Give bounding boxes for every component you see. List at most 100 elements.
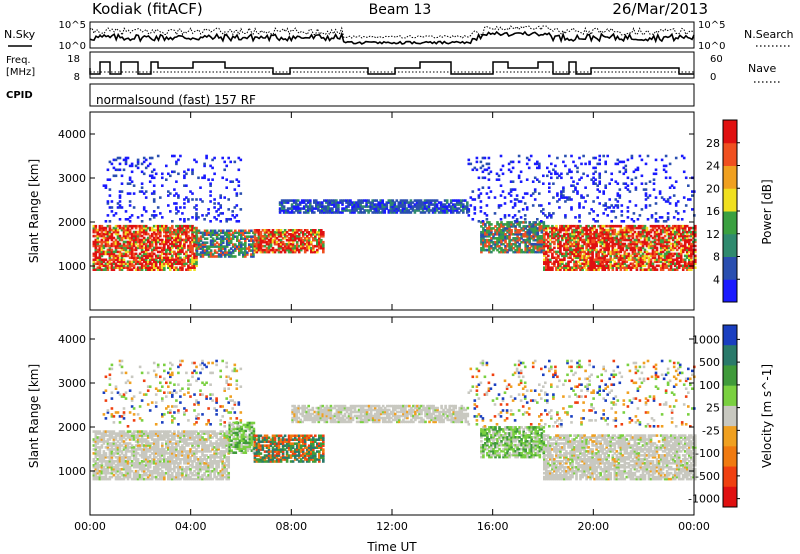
echo-cell bbox=[291, 246, 295, 250]
echo-cell bbox=[132, 436, 136, 439]
echo-cell bbox=[683, 260, 687, 264]
echo-cell bbox=[134, 256, 138, 260]
freq-ytick-left-top: 18 bbox=[67, 54, 80, 65]
echo-cell bbox=[631, 248, 635, 252]
echo-cell bbox=[225, 229, 229, 233]
echo-cell bbox=[124, 234, 128, 238]
echo-cell bbox=[142, 250, 146, 254]
freq-strip: Freq. [MHz] 18 8 60 0 Nave bbox=[6, 51, 780, 83]
echo-cell bbox=[629, 226, 633, 230]
echo-cell bbox=[593, 236, 596, 240]
echo-cell bbox=[110, 458, 114, 461]
echo-cell bbox=[528, 237, 532, 240]
echo-cell bbox=[290, 207, 294, 210]
echo-cell bbox=[561, 224, 564, 228]
echo-cell bbox=[112, 244, 116, 248]
echo-cell bbox=[635, 262, 639, 266]
echo-cell bbox=[649, 234, 653, 238]
echo-cell bbox=[159, 246, 162, 250]
echo-cell bbox=[278, 203, 282, 206]
echo-cell bbox=[94, 228, 98, 232]
echo-cell bbox=[183, 242, 186, 246]
echo-cell bbox=[279, 244, 283, 248]
echo-cell bbox=[148, 218, 152, 221]
echo-cell bbox=[108, 248, 112, 252]
echo-cell bbox=[126, 236, 130, 240]
echo-cell bbox=[516, 250, 519, 254]
echo-cell bbox=[526, 250, 530, 254]
echo-cell bbox=[104, 228, 108, 232]
echo-cell bbox=[261, 248, 265, 252]
echo-cell bbox=[663, 226, 667, 230]
echo-cell bbox=[112, 240, 116, 244]
echo-cell bbox=[644, 194, 648, 197]
echo-cell bbox=[526, 246, 530, 250]
echo-cell bbox=[575, 252, 578, 256]
echo-cell bbox=[632, 220, 636, 223]
echo-cell bbox=[637, 258, 641, 262]
echo-cell bbox=[94, 442, 98, 445]
echo-cell bbox=[651, 240, 655, 244]
echo-cell bbox=[663, 260, 667, 264]
echo-cell bbox=[613, 236, 617, 240]
echo-cell bbox=[199, 237, 203, 240]
echo-cell bbox=[98, 460, 102, 463]
echo-cell bbox=[439, 207, 443, 210]
echo-cell bbox=[297, 244, 301, 248]
echo-cell bbox=[201, 253, 205, 256]
echo-cell bbox=[126, 450, 130, 453]
echo-cell bbox=[106, 430, 110, 433]
echo-cell bbox=[175, 266, 178, 269]
echo-cell bbox=[329, 207, 332, 210]
echo-cell bbox=[655, 232, 659, 236]
echo-cell bbox=[681, 250, 685, 254]
echo-cell bbox=[653, 242, 657, 246]
echo-cell bbox=[240, 229, 243, 233]
echo-cell bbox=[237, 184, 241, 187]
echo-cell bbox=[209, 190, 212, 193]
echo-cell bbox=[619, 228, 623, 232]
echo-cell bbox=[118, 234, 122, 238]
echo-cell bbox=[197, 247, 201, 250]
echo-cell bbox=[605, 232, 609, 236]
echo-cell bbox=[106, 465, 110, 469]
echo-cell bbox=[126, 448, 130, 451]
echo-cell bbox=[193, 260, 196, 264]
echo-cell bbox=[244, 249, 247, 252]
echo-cell bbox=[639, 266, 643, 269]
echo-cell bbox=[98, 450, 102, 453]
echo-cell bbox=[108, 444, 112, 447]
echo-cell bbox=[297, 235, 301, 238]
echo-cell bbox=[323, 205, 326, 208]
echo-cell bbox=[464, 207, 467, 210]
echo-cell bbox=[175, 240, 178, 244]
echo-cell bbox=[441, 205, 445, 208]
echo-cell bbox=[570, 176, 573, 180]
echo-cell bbox=[635, 244, 639, 248]
echo-cell bbox=[120, 432, 124, 435]
echo-cell bbox=[645, 254, 649, 258]
echo-cell bbox=[112, 460, 116, 463]
echo-cell bbox=[175, 254, 178, 258]
echo-cell bbox=[637, 246, 641, 250]
echo-cell bbox=[591, 238, 594, 242]
echo-cell bbox=[577, 252, 580, 256]
echo-cell bbox=[299, 248, 303, 252]
echo-cell bbox=[156, 232, 160, 236]
echo-cell bbox=[498, 244, 501, 248]
echo-cell bbox=[643, 268, 647, 271]
echo-cell bbox=[532, 221, 536, 224]
echo-cell bbox=[685, 224, 689, 228]
echo-cell bbox=[589, 252, 592, 256]
echo-cell bbox=[433, 207, 437, 210]
echo-cell bbox=[633, 260, 637, 264]
echo-cell bbox=[563, 246, 566, 250]
echo-cell bbox=[122, 242, 126, 246]
echo-cell bbox=[518, 237, 521, 240]
echo-cell bbox=[623, 252, 627, 256]
echo-cell bbox=[407, 203, 411, 206]
echo-cell bbox=[199, 186, 202, 189]
echo-cell bbox=[514, 227, 517, 230]
echo-cell bbox=[126, 234, 130, 238]
echo-cell bbox=[479, 192, 483, 195]
